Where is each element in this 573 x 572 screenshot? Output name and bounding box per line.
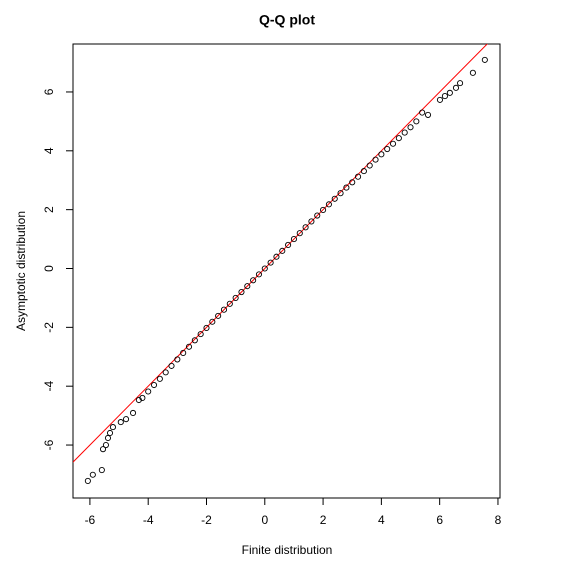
point xyxy=(109,424,116,431)
point xyxy=(413,118,420,125)
point xyxy=(122,416,130,423)
point xyxy=(378,151,385,158)
point xyxy=(395,135,402,142)
point xyxy=(349,179,356,186)
x-tick-label: 0 xyxy=(261,513,268,527)
point xyxy=(296,230,303,237)
plot-box xyxy=(72,43,501,499)
point xyxy=(481,56,488,63)
x-tick-label: 4 xyxy=(378,513,385,527)
x-tick-label: 6 xyxy=(436,513,443,527)
point xyxy=(84,477,91,484)
y-tick-label: -2 xyxy=(42,322,56,333)
point xyxy=(360,168,367,175)
point xyxy=(389,140,397,147)
reference-line xyxy=(73,44,488,463)
point xyxy=(279,247,286,254)
point xyxy=(320,206,327,213)
point xyxy=(419,109,426,116)
point xyxy=(261,265,268,272)
point xyxy=(129,409,137,417)
point xyxy=(185,343,193,350)
point xyxy=(302,224,309,231)
y-tick-label: -4 xyxy=(42,381,56,392)
point xyxy=(267,259,274,266)
point xyxy=(355,173,362,180)
point xyxy=(209,318,216,325)
x-tick-label: -2 xyxy=(201,513,212,527)
point xyxy=(104,434,112,442)
y-tick-label: 2 xyxy=(42,206,56,213)
point xyxy=(290,236,297,243)
point xyxy=(250,277,257,284)
point xyxy=(168,362,175,369)
point xyxy=(150,381,158,389)
y-axis-label: Asymptotic distribution xyxy=(14,211,28,331)
chart-title: Q-Q plot xyxy=(259,12,315,28)
point xyxy=(441,93,448,100)
point xyxy=(238,288,245,296)
point xyxy=(372,156,379,163)
point xyxy=(232,294,239,301)
point xyxy=(174,356,181,363)
point xyxy=(331,195,338,202)
point xyxy=(436,96,444,103)
point xyxy=(343,184,350,191)
point xyxy=(384,145,391,153)
x-tick-label: 8 xyxy=(495,513,502,527)
y-tick-label: 0 xyxy=(42,265,56,272)
y-tick-label: 6 xyxy=(42,88,56,95)
point xyxy=(180,349,187,356)
point xyxy=(337,190,344,197)
point xyxy=(469,69,476,76)
point xyxy=(220,306,228,313)
point xyxy=(197,331,204,338)
point xyxy=(156,375,163,382)
point xyxy=(285,241,292,249)
point xyxy=(314,212,321,219)
point xyxy=(162,369,169,376)
point xyxy=(102,441,109,449)
point xyxy=(244,283,251,290)
point xyxy=(215,312,222,319)
point xyxy=(457,80,464,87)
point xyxy=(226,300,233,307)
point xyxy=(145,388,152,395)
point xyxy=(273,253,280,260)
point xyxy=(446,89,453,96)
point xyxy=(203,324,210,331)
point xyxy=(325,201,332,208)
point xyxy=(98,466,105,474)
x-tick-label: -6 xyxy=(85,513,96,527)
point xyxy=(452,84,460,91)
x-tick-label: 2 xyxy=(320,513,327,527)
point xyxy=(99,446,107,453)
x-axis-label: Finite distribution xyxy=(242,543,333,557)
x-tick-label: -4 xyxy=(143,513,154,527)
point xyxy=(255,271,263,278)
point xyxy=(366,162,373,169)
point xyxy=(424,111,432,118)
point xyxy=(308,218,315,225)
y-tick-label: -6 xyxy=(42,439,56,450)
point xyxy=(401,129,408,136)
point xyxy=(191,337,198,344)
point xyxy=(106,429,114,437)
y-tick-label: 4 xyxy=(42,147,56,154)
point xyxy=(117,419,124,426)
point xyxy=(89,471,96,478)
point xyxy=(139,394,146,402)
point xyxy=(407,124,414,131)
